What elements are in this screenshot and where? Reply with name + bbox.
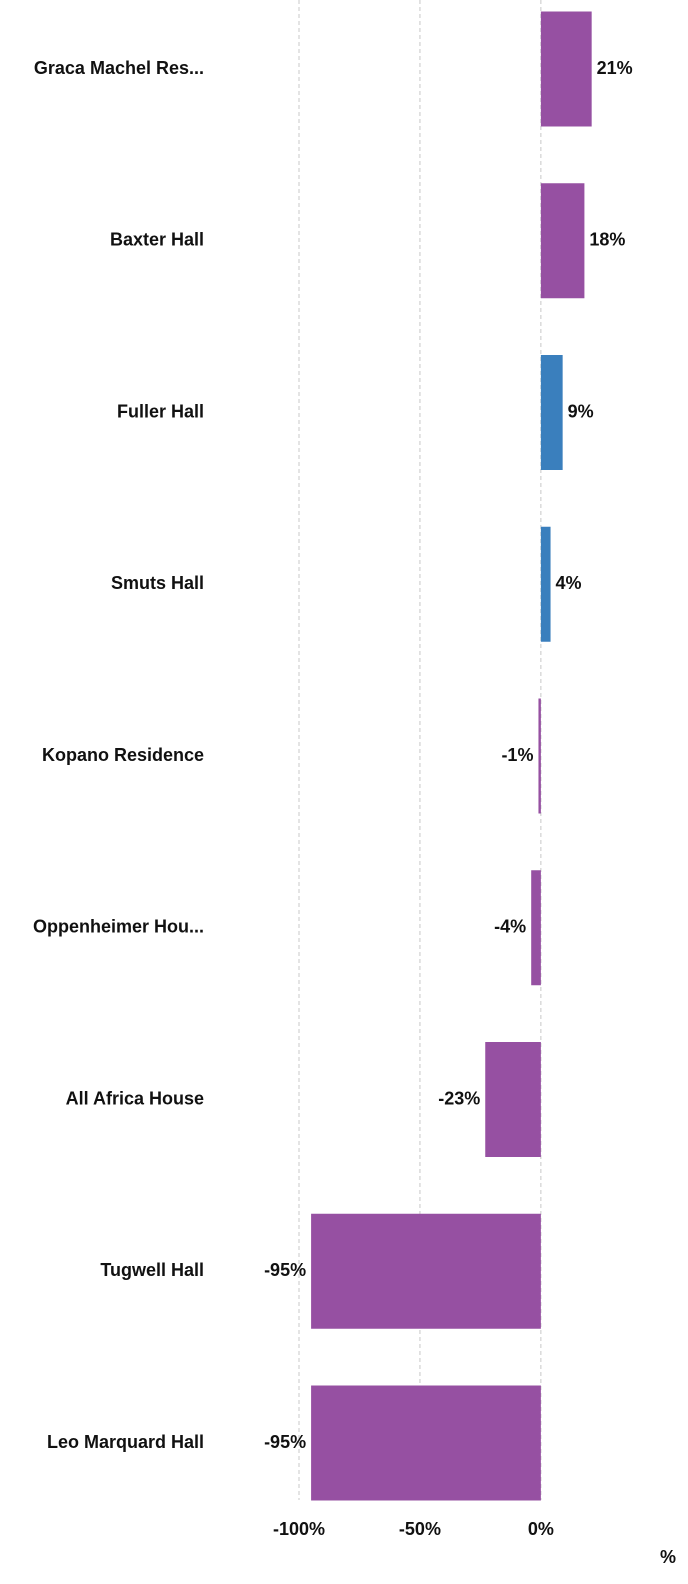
value-label: -95% xyxy=(264,1260,306,1280)
y-tick-label: Kopano Residence xyxy=(42,745,204,765)
x-tick-label: 0% xyxy=(528,1519,554,1539)
bar xyxy=(531,870,541,986)
x-tick-label: -100% xyxy=(273,1519,325,1539)
y-tick-label: Graca Machel Res... xyxy=(34,58,204,78)
y-tick-label: All Africa House xyxy=(66,1088,204,1108)
bar xyxy=(540,183,585,299)
bar xyxy=(540,526,551,642)
value-label: -95% xyxy=(264,1432,306,1452)
x-tick-label: -50% xyxy=(399,1519,441,1539)
value-label: 4% xyxy=(556,573,582,593)
value-label: 9% xyxy=(568,401,594,421)
value-label: -4% xyxy=(494,917,526,937)
bar xyxy=(485,1042,541,1157)
value-label: -1% xyxy=(501,745,533,765)
x-axis-label: % xyxy=(660,1547,676,1567)
bar xyxy=(311,1213,541,1329)
bar xyxy=(540,11,592,127)
y-tick-label: Leo Marquard Hall xyxy=(47,1432,204,1452)
y-tick-label: Tugwell Hall xyxy=(100,1260,204,1280)
y-tick-label: Fuller Hall xyxy=(117,401,204,421)
value-label: 21% xyxy=(597,58,633,78)
y-tick-label: Oppenheimer Hou... xyxy=(33,917,204,937)
value-label: -23% xyxy=(438,1088,480,1108)
bar xyxy=(540,355,563,470)
value-label: 18% xyxy=(589,230,625,250)
bar xyxy=(538,698,541,814)
bar xyxy=(311,1385,541,1501)
y-tick-label: Smuts Hall xyxy=(111,573,204,593)
y-tick-label: Baxter Hall xyxy=(110,230,204,250)
